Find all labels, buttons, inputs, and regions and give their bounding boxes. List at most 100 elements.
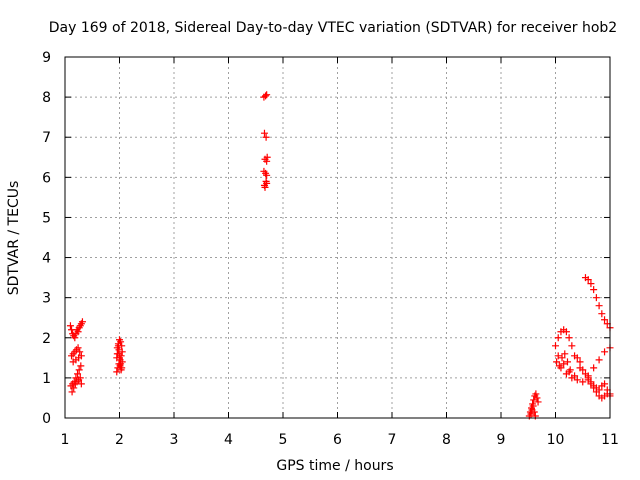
data-point [554,334,562,342]
data-point [584,276,592,284]
data-point [77,380,85,388]
data-point [263,157,271,165]
x-tick-label: 1 [61,432,70,448]
data-point [532,390,540,398]
data-points [66,91,614,420]
data-point [565,368,573,376]
x-tick-label: 8 [442,432,451,448]
data-point [261,183,269,191]
data-point [562,328,570,336]
data-point [71,334,79,342]
y-tick-label: 2 [42,331,51,347]
x-tick-labels: 1 2 3 4 5 6 7 8 9 10 11 [61,432,619,448]
data-point [557,364,565,372]
y-tick-label: 7 [42,130,51,146]
data-point [576,358,584,366]
series-cluster-9.6h [525,390,542,420]
grid-lines [65,57,610,418]
data-point [118,364,126,372]
y-tick-label: 8 [42,90,51,106]
series-cluster-10-11h [552,274,614,402]
data-point [558,354,566,362]
data-point [590,286,598,294]
data-point [601,316,609,324]
data-point [262,92,270,100]
data-point [568,342,576,350]
series-cluster-4.7h [260,91,271,191]
data-point [78,318,86,326]
data-point [595,302,603,310]
x-tick-label: 5 [279,432,288,448]
y-tick-label: 9 [42,50,51,66]
data-point [576,364,584,372]
data-point [563,358,571,366]
data-point [590,384,598,392]
data-point [553,358,561,366]
data-point [530,408,538,416]
data-point [74,370,82,378]
data-point [565,334,573,342]
axis-ticks [64,56,611,419]
data-point [571,372,579,380]
x-tick-label: 7 [388,432,397,448]
data-point [74,344,82,352]
y-tick-label: 6 [42,170,51,186]
x-axis-title: GPS time / hours [276,458,393,474]
data-point [573,376,581,384]
y-tick-label: 5 [42,210,51,226]
y-tick-label: 1 [42,371,51,387]
data-point [262,133,270,141]
data-point [587,380,595,388]
data-point [601,348,609,356]
data-point [117,338,125,346]
x-tick-label: 4 [224,432,233,448]
x-tick-label: 9 [497,432,506,448]
data-point [263,91,271,99]
data-point [75,354,83,362]
data-point [263,179,271,187]
y-tick-label: 3 [42,291,51,307]
data-point [587,280,595,288]
data-point [116,354,123,362]
data-point [113,350,121,358]
data-point [114,342,122,350]
data-point [70,378,78,386]
data-point [560,360,568,368]
data-point [595,356,603,364]
data-point [263,171,271,179]
data-point [590,364,598,372]
data-point [77,362,85,370]
y-tick-label: 4 [42,251,51,267]
x-tick-label: 3 [170,432,179,448]
data-point [573,354,581,362]
series-cluster-2h [113,336,126,376]
data-point [72,374,80,382]
data-point [598,310,606,318]
x-tick-label: 10 [547,432,565,448]
data-point [117,360,125,368]
data-point [601,380,609,388]
data-point [533,394,541,402]
y-axis-title: SDTVAR / TECUs [6,181,22,296]
data-point [561,350,569,358]
data-point [534,398,542,406]
y-tick-label: 0 [42,411,51,427]
x-tick-label: 6 [333,432,342,448]
data-point [554,352,562,360]
data-point [74,328,82,336]
data-point [113,368,121,376]
data-point [592,294,600,302]
chart-title: Day 169 of 2018, Sidereal Day-to-day VTE… [49,20,617,36]
data-point [552,342,559,350]
data-point [592,388,600,396]
data-point [584,372,592,380]
x-tick-label: 2 [115,432,124,448]
data-point [68,388,76,396]
series-cluster-1.2h [66,318,86,396]
data-point [76,348,84,356]
data-point [260,129,268,137]
data-point [66,322,74,330]
y-tick-labels: 0 1 2 3 4 5 6 7 8 9 [42,50,51,427]
